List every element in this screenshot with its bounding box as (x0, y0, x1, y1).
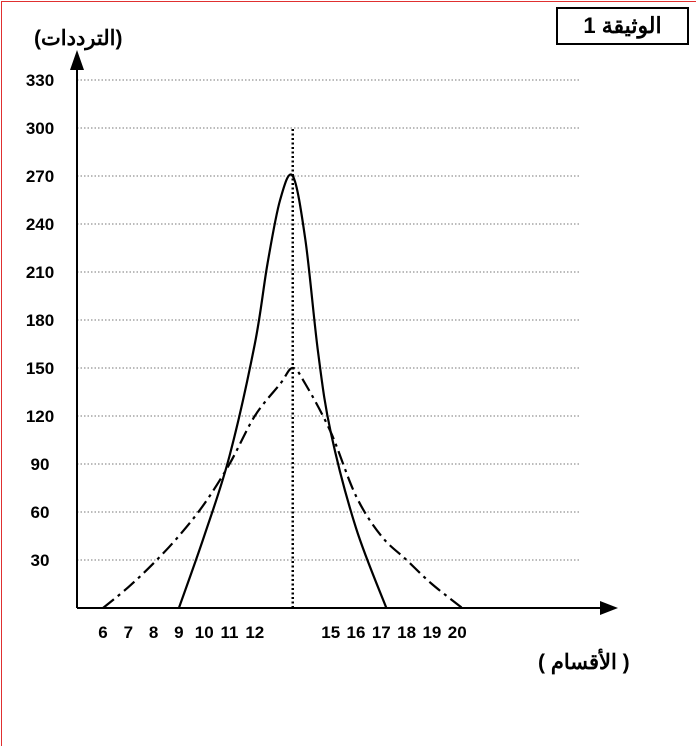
y-tick-label: 300 (26, 119, 54, 138)
x-tick-label: 20 (448, 623, 467, 642)
y-tick-label: 120 (26, 407, 54, 426)
series-line-1 (177, 173, 388, 609)
x-tick-label: 7 (124, 623, 133, 642)
x-tick-label: 12 (245, 623, 264, 642)
y-tick-label: 60 (31, 503, 50, 522)
y-tick-label: 330 (26, 71, 54, 90)
x-tick-label: 11 (221, 623, 239, 642)
x-tick-label: 10 (195, 623, 214, 642)
y-tick-label: 240 (26, 215, 54, 234)
x-tick-label: 6 (98, 623, 107, 642)
y-tick-label: 30 (31, 551, 50, 570)
x-tick-label: 15 (321, 623, 340, 642)
x-tick-label: 8 (149, 623, 158, 642)
x-tick-label: 16 (347, 623, 366, 642)
series-line-2 (102, 366, 463, 609)
y-axis-label: (الترددات) (34, 27, 123, 50)
y-tick-label: 90 (31, 455, 50, 474)
y-tick-label: 210 (26, 263, 54, 282)
x-axis-label: ( الأقسام ) (538, 651, 630, 674)
x-tick-label: 9 (174, 623, 183, 642)
y-axis-arrow (70, 50, 84, 70)
x-axis-arrow (600, 601, 618, 615)
x-tick-label: 18 (397, 623, 416, 642)
y-tick-label: 270 (26, 167, 54, 186)
y-tick-label: 150 (26, 359, 54, 378)
x-tick-label: 19 (422, 623, 441, 642)
document-label: الوثيقة 1 (556, 7, 689, 45)
x-tick-label: 17 (372, 623, 391, 642)
y-tick-label: 180 (26, 311, 54, 330)
